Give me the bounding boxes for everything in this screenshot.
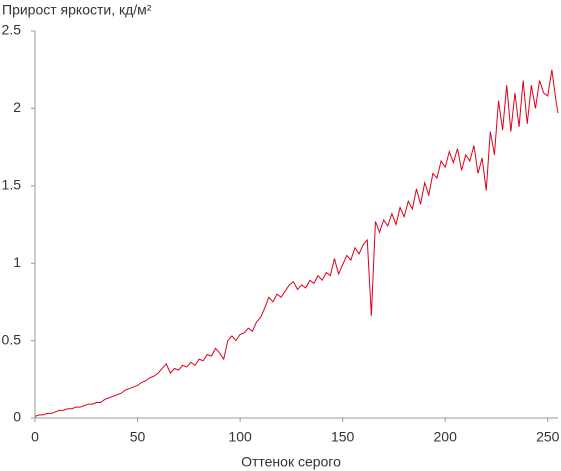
x-tick-label: 0 bbox=[31, 429, 39, 445]
y-tick-label: 0.5 bbox=[2, 331, 22, 347]
x-tick-label: 100 bbox=[228, 429, 252, 445]
y-tick-label: 2.5 bbox=[2, 22, 22, 38]
x-tick-label: 50 bbox=[130, 429, 146, 445]
y-tick-label: 2 bbox=[13, 99, 21, 115]
chart-title: Прирост яркости, кд/м² bbox=[2, 2, 152, 18]
y-tick-label: 1.5 bbox=[2, 177, 22, 193]
y-tick-label: 0 bbox=[13, 409, 21, 425]
x-tick-label: 150 bbox=[331, 429, 355, 445]
x-tick-label: 200 bbox=[434, 429, 458, 445]
y-tick-label: 1 bbox=[13, 254, 21, 270]
x-axis-label: Оттенок серого bbox=[241, 454, 341, 470]
x-tick-label: 250 bbox=[536, 429, 560, 445]
data-line bbox=[34, 69, 559, 417]
